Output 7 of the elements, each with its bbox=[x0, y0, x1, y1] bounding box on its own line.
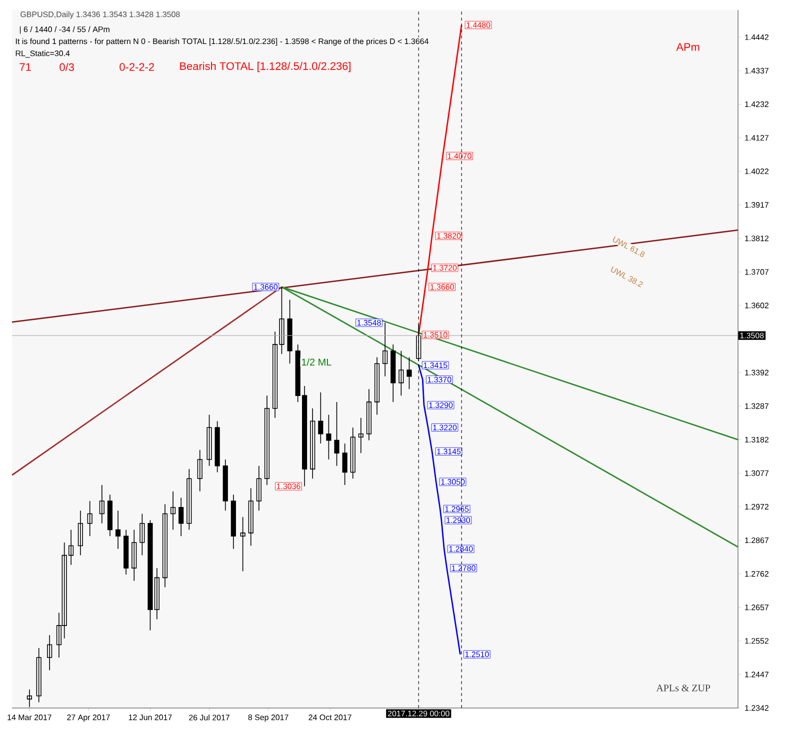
annotation: 71 bbox=[20, 63, 31, 71]
annotation: APm bbox=[676, 43, 700, 51]
annotation: 0/3 bbox=[60, 62, 74, 72]
annotation: 0-2-2-2 bbox=[120, 63, 154, 71]
annotation: APLs & ZUP bbox=[656, 684, 710, 692]
annotation: 1/2 ML bbox=[302, 358, 332, 366]
annotation: Bearish TOTAL [1.128/.5/1.0/2.236] bbox=[180, 62, 350, 72]
